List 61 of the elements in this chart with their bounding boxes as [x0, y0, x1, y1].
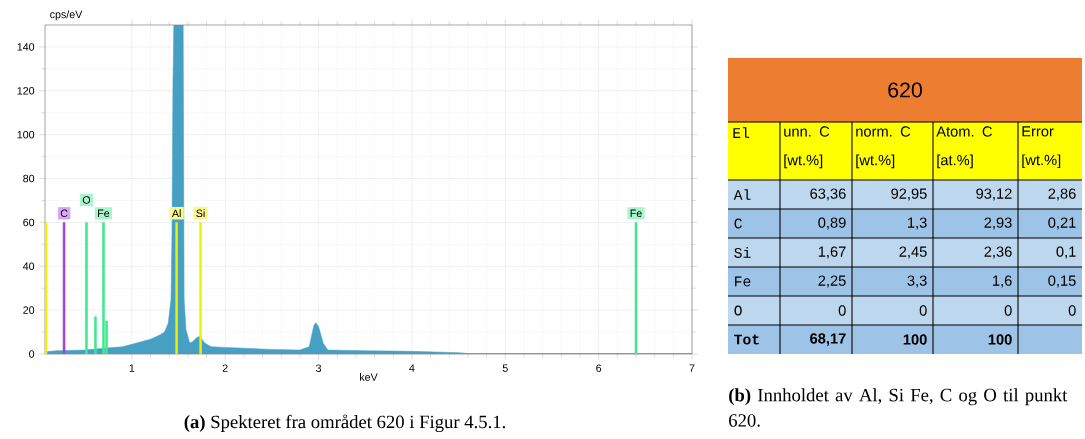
text: El [733, 127, 750, 138]
text: 92,95 [891, 188, 927, 201]
text: 0 [838, 305, 846, 316]
x-tick-label: 5 [502, 364, 508, 372]
category-label: Fe [735, 276, 751, 287]
text: 2,36 [984, 246, 1012, 259]
category-label: Error [wt.%] [1022, 126, 1061, 169]
text: 2,25 [818, 275, 846, 288]
y-tick-label: 0 [29, 350, 35, 358]
y-axis-title: cps/eV [50, 10, 83, 21]
text: 63,36 [810, 188, 846, 201]
category-label: unn. C [wt.%] [784, 126, 830, 169]
y-tick-label: 60 [23, 218, 35, 227]
text: 1,67 [818, 246, 846, 259]
text: 68,17 [810, 333, 846, 346]
bar [94, 316, 97, 354]
data-label: Al [171, 209, 181, 218]
x-tick-label: 1 [129, 364, 135, 372]
text: 0,21 [1048, 217, 1076, 230]
category-label: C [734, 218, 742, 229]
text: 0,1 [1056, 246, 1076, 259]
data-label: C [60, 209, 68, 218]
y-tick-label: 80 [23, 174, 35, 183]
text: (a) Spekteret fra området 620 i Figur 4.5.1. [184, 414, 506, 433]
x-tick-label: 4 [409, 364, 415, 372]
text: 100 [988, 334, 1012, 345]
y-tick-label: 40 [22, 262, 35, 271]
text: (b) Innholdet av Al, Si Fe, C og O til punkt 620. [729, 388, 1068, 427]
x-axis-title: keV [360, 373, 378, 381]
text: 1,3 [908, 217, 927, 230]
text: 0 [1004, 305, 1012, 316]
text: 2,93 [984, 217, 1012, 230]
x-tick-label: 7 [689, 364, 695, 372]
category-label: norm. C [wt.%] [856, 126, 911, 169]
category-label: Si [734, 247, 751, 258]
text: 620 [888, 82, 922, 98]
y-tick-label: 100 [17, 130, 35, 139]
x-tick-label: 2 [222, 364, 228, 372]
text: 0,15 [1048, 275, 1076, 288]
category-label: Tot [734, 334, 759, 345]
text: 2,86 [1048, 188, 1076, 201]
y-tick-label: 20 [23, 306, 35, 314]
text: 0,89 [818, 217, 846, 230]
data-label: O [82, 196, 91, 204]
text: 0 [1068, 305, 1076, 316]
x-tick-label: 6 [596, 364, 602, 372]
text: 100 [903, 334, 927, 345]
x-tick-label: 3 [315, 364, 322, 372]
category-label: Atom. C [at.%] [936, 126, 992, 169]
y-tick-label: 140 [17, 43, 35, 51]
data-label: Si [196, 209, 205, 218]
text: 0 [919, 305, 927, 316]
text: 1,6 [993, 275, 1012, 288]
data-label: Fe [630, 209, 642, 218]
text: 93,12 [976, 188, 1012, 201]
data-label: Fe [98, 209, 110, 218]
text: 3,3 [907, 275, 927, 288]
y-tick-label: 120 [17, 87, 35, 95]
category-label: O [734, 305, 742, 316]
category-label: Al [733, 189, 751, 200]
text: 2,45 [899, 246, 927, 259]
